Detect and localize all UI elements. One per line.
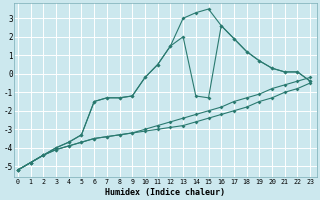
X-axis label: Humidex (Indice chaleur): Humidex (Indice chaleur)	[105, 188, 225, 197]
